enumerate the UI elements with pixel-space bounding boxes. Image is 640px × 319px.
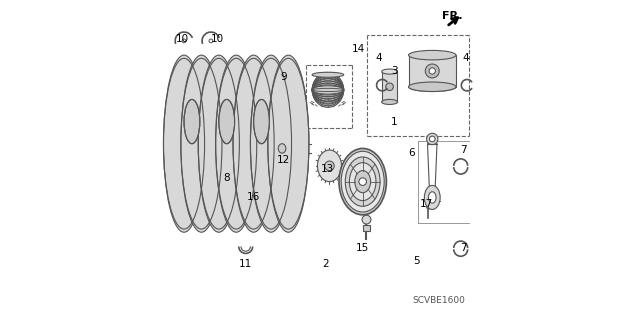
Ellipse shape — [339, 148, 387, 215]
Text: 8: 8 — [223, 174, 230, 183]
Text: 17: 17 — [420, 199, 433, 209]
Text: 7: 7 — [461, 243, 467, 253]
Ellipse shape — [429, 68, 435, 74]
Bar — [408, 55, 456, 87]
Ellipse shape — [429, 136, 435, 142]
Ellipse shape — [346, 157, 380, 206]
Ellipse shape — [427, 205, 430, 209]
Ellipse shape — [359, 178, 367, 185]
Ellipse shape — [233, 55, 274, 232]
Text: 12: 12 — [277, 154, 291, 165]
Ellipse shape — [312, 72, 344, 107]
Text: 7: 7 — [461, 145, 467, 155]
Text: 6: 6 — [408, 148, 415, 158]
Text: 10: 10 — [176, 34, 189, 44]
Bar — [363, 225, 371, 231]
Text: 4: 4 — [375, 53, 382, 63]
Text: 14: 14 — [351, 44, 365, 54]
Ellipse shape — [216, 55, 257, 232]
Ellipse shape — [282, 152, 295, 167]
Ellipse shape — [381, 100, 397, 105]
Text: 9: 9 — [280, 72, 287, 82]
Ellipse shape — [250, 55, 292, 232]
Ellipse shape — [181, 55, 222, 232]
Ellipse shape — [163, 55, 205, 232]
Ellipse shape — [198, 55, 239, 232]
Text: 16: 16 — [247, 192, 260, 203]
Ellipse shape — [355, 171, 371, 193]
Ellipse shape — [426, 64, 439, 78]
Ellipse shape — [428, 192, 436, 203]
Ellipse shape — [184, 100, 200, 144]
Ellipse shape — [268, 55, 309, 232]
Ellipse shape — [182, 39, 186, 43]
Ellipse shape — [381, 69, 397, 74]
Ellipse shape — [219, 100, 235, 144]
Bar — [426, 202, 431, 205]
Text: 15: 15 — [356, 243, 369, 253]
Text: 5: 5 — [413, 256, 420, 266]
Ellipse shape — [427, 133, 438, 145]
Text: 2: 2 — [323, 259, 329, 269]
Text: 13: 13 — [321, 164, 335, 174]
Text: 10: 10 — [211, 34, 224, 44]
Ellipse shape — [341, 151, 384, 212]
Bar — [381, 71, 397, 102]
Ellipse shape — [285, 76, 289, 79]
Text: 1: 1 — [391, 116, 397, 127]
Ellipse shape — [408, 82, 456, 92]
Text: 3: 3 — [391, 66, 397, 76]
Ellipse shape — [408, 50, 456, 60]
Ellipse shape — [324, 161, 334, 171]
Ellipse shape — [312, 72, 344, 77]
Ellipse shape — [349, 163, 376, 201]
Ellipse shape — [253, 100, 269, 144]
Ellipse shape — [424, 185, 440, 210]
Text: 4: 4 — [462, 53, 468, 63]
Ellipse shape — [278, 144, 286, 153]
Ellipse shape — [317, 150, 342, 182]
Text: SCVBE1600: SCVBE1600 — [412, 296, 465, 305]
Ellipse shape — [362, 215, 371, 224]
Ellipse shape — [209, 39, 213, 43]
Text: FR.: FR. — [442, 11, 462, 21]
Text: 11: 11 — [239, 259, 252, 269]
Ellipse shape — [386, 83, 394, 91]
